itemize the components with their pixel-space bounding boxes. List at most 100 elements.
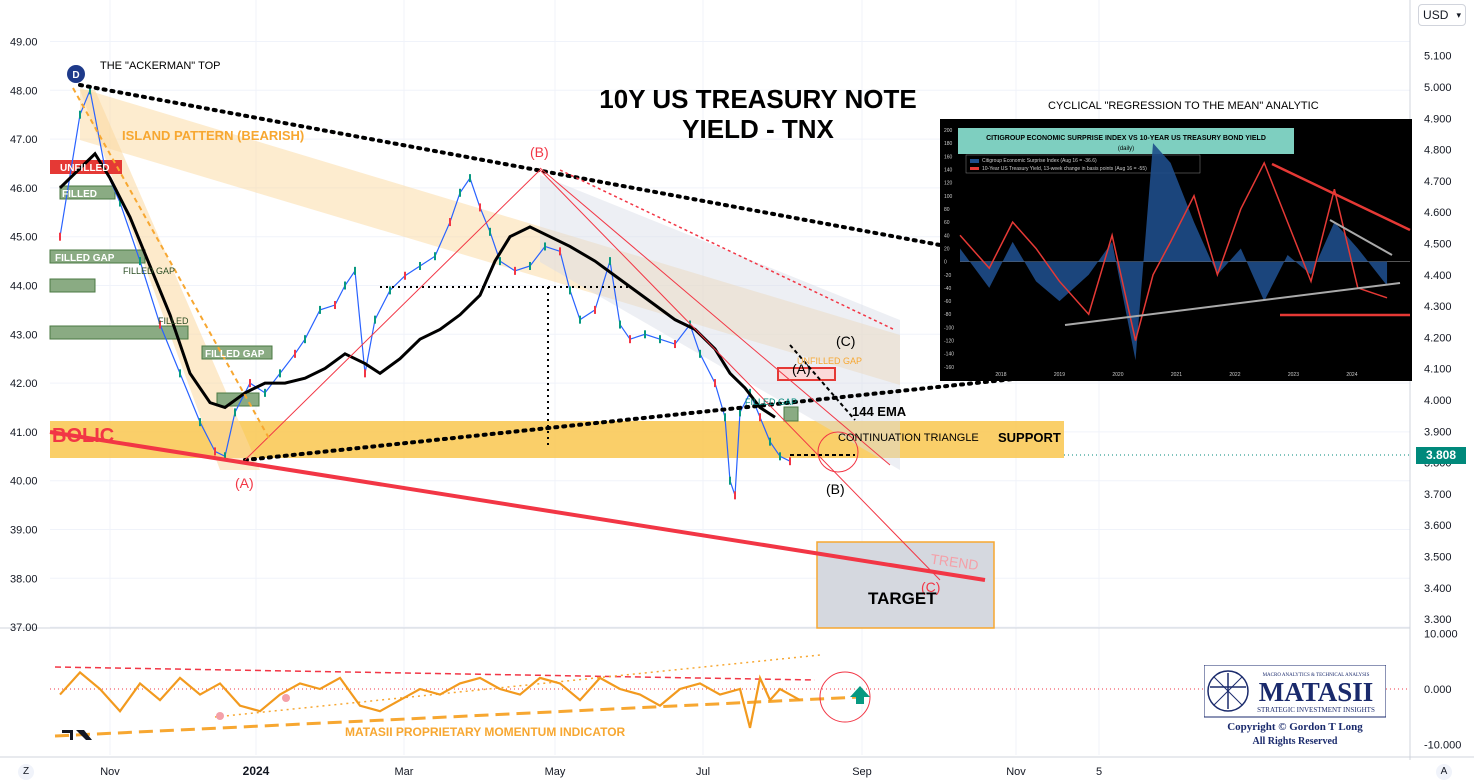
x-axis-tick: 5	[1096, 766, 1102, 778]
momentum-y-tick: -10.000	[1424, 740, 1461, 752]
candle	[619, 320, 621, 329]
tradingview-logo-icon	[62, 730, 92, 740]
right-axis-tick: 4.100	[1424, 364, 1452, 376]
candle	[249, 379, 251, 388]
left-axis-tick: 43.00	[10, 329, 38, 341]
parabolic-trend	[49, 430, 986, 582]
currency-label: USD	[1423, 8, 1449, 22]
candle	[199, 418, 201, 427]
inset-x-tick: 2022	[1229, 372, 1240, 378]
wave-a2-label: (A)	[792, 361, 811, 377]
candle	[659, 335, 661, 344]
filled-gap-label-2: FILLED GAP	[123, 266, 175, 276]
inset-x-tick: 2024	[1346, 372, 1357, 378]
inset-y-tick: 60	[944, 220, 950, 226]
candle	[579, 315, 581, 324]
inset-red-trend	[1271, 162, 1411, 232]
inset-outer-title: CYCLICAL "REGRESSION TO THE MEAN" ANALYT…	[1048, 100, 1319, 112]
left-axis-tick: 45.00	[10, 232, 38, 244]
wave-c-label: (C)	[836, 333, 855, 349]
inset-y-tick: 160	[944, 154, 953, 160]
inset-legend-swatch-0	[970, 159, 979, 163]
descending-channel	[540, 175, 900, 470]
candle	[59, 232, 61, 241]
inset-y-tick: 40	[944, 233, 950, 239]
abc-up-leg	[244, 169, 541, 461]
ackerman-top-icon	[67, 65, 85, 83]
candle	[689, 320, 691, 329]
inset-y-tick: 20	[944, 246, 950, 252]
x-axis-tick: May	[545, 766, 566, 778]
inset-gray-top	[1329, 219, 1393, 256]
candle	[559, 247, 561, 256]
candle	[699, 349, 701, 358]
right-axis-tick: 5.000	[1424, 82, 1452, 94]
parabolic-label: BOLIC	[52, 425, 114, 447]
right-axis-tick: 3.900	[1424, 426, 1452, 438]
auto-scale-button[interactable]: A	[1436, 764, 1452, 780]
right-axis-tick: 4.600	[1424, 207, 1452, 219]
candle	[594, 305, 596, 314]
support-dotted	[243, 370, 1082, 462]
continuation-triangle-label: CONTINUATION TRIANGLE	[838, 432, 979, 444]
right-axis-tick: 4.800	[1424, 145, 1452, 157]
logo-copyright: Copyright © Gordon T Long	[1227, 721, 1363, 733]
inset-y-tick: -20	[944, 273, 951, 279]
candle	[389, 286, 391, 295]
wave-b-label: (B)	[530, 144, 549, 160]
candle	[724, 413, 726, 422]
candle	[179, 369, 181, 378]
trend-label: TREND	[930, 551, 980, 574]
filled-gap-label-4: FILLED GAP	[745, 397, 797, 407]
x-axis-tick: 2024	[243, 764, 270, 778]
candle	[214, 447, 216, 456]
right-axis-tick: 4.000	[1424, 395, 1452, 407]
candle	[469, 174, 471, 183]
right-axis-tick: 4.200	[1424, 332, 1452, 344]
unfilled-gap-box	[777, 367, 836, 381]
inset-x-tick: 2020	[1112, 372, 1123, 378]
candle	[499, 257, 501, 266]
filled-label: FILLED	[62, 189, 97, 200]
candle	[364, 369, 366, 378]
inset-x-tick: 2019	[1054, 372, 1065, 378]
up-arrow-icon	[850, 686, 870, 704]
candle	[79, 110, 81, 119]
last-price-tag: 3.808	[1416, 447, 1466, 464]
ackerman-label: THE "ACKERMAN" TOP	[100, 60, 220, 72]
logo-tagline: STRATEGIC INVESTMENT INSIGHTS	[1257, 706, 1375, 714]
right-axis-tick: 4.400	[1424, 270, 1452, 282]
inset-y-tick: -160	[944, 365, 954, 371]
inset-title: CITIGROUP ECONOMIC SURPRISE INDEX VS 10-…	[986, 135, 1266, 142]
right-axis-tick: 4.500	[1424, 239, 1452, 251]
left-axis-tick: 44.00	[10, 281, 38, 293]
inset-y-tick: -140	[944, 352, 954, 358]
inset-y-tick: 100	[944, 194, 953, 200]
left-axis-tick: 40.00	[10, 476, 38, 488]
candle	[224, 452, 226, 461]
inset-y-tick: 0	[944, 260, 947, 266]
inset-y-tick: 200	[944, 128, 953, 134]
ema-144-series	[58, 151, 776, 419]
momentum-marker	[216, 712, 224, 720]
candle	[529, 261, 531, 270]
triangle-top	[789, 344, 856, 421]
decline-dash	[72, 87, 271, 441]
wave-b2-label: (B)	[826, 481, 845, 497]
inset-yield-line	[959, 161, 1388, 341]
ackerman-icon-glyph: D	[72, 70, 79, 81]
zoom-button[interactable]: Z	[18, 764, 34, 780]
candle	[354, 266, 356, 275]
candle	[789, 457, 791, 466]
inset-y-tick: -80	[944, 312, 951, 318]
momentum-y-tick: 10.000	[1424, 629, 1458, 641]
inset-y-tick: -40	[944, 286, 951, 292]
left-axis-tick: 39.00	[10, 525, 38, 537]
candle	[334, 301, 336, 310]
inset-y-tick: -120	[944, 339, 954, 345]
filled-gap-small	[783, 406, 799, 422]
x-axis-tick: Sep	[852, 766, 872, 778]
b-circle	[817, 431, 859, 473]
currency-selector[interactable]: USD ▾	[1418, 4, 1466, 26]
